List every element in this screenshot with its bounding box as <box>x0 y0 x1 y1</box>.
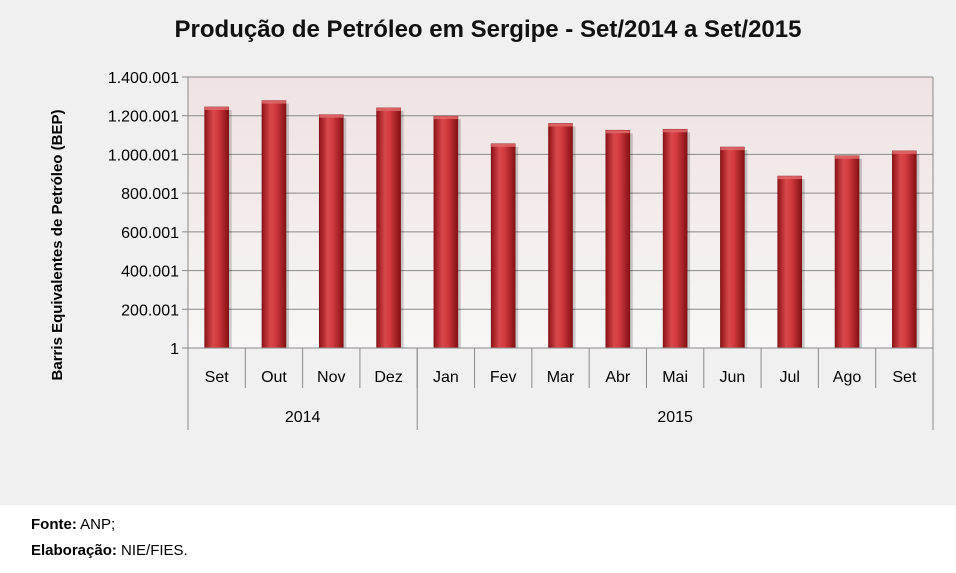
bar <box>892 150 917 349</box>
elaboration-value: NIE/FIES. <box>121 542 188 559</box>
y-tick-label: 1.000.001 <box>108 147 179 164</box>
bar-group <box>834 155 863 349</box>
group-label: 2015 <box>657 409 693 426</box>
y-tick-label: 800.001 <box>121 186 179 203</box>
x-tick-label: Abr <box>605 369 631 386</box>
bar-group <box>318 114 347 349</box>
bar-top-highlight <box>777 176 802 180</box>
bar <box>261 100 287 349</box>
chart-title: Produção de Petróleo em Sergipe - Set/20… <box>174 16 802 43</box>
y-tick-label: 1.200.001 <box>108 109 179 126</box>
y-tick-label: 200.001 <box>121 302 179 319</box>
bar-group <box>433 115 461 349</box>
x-tick-label: Mai <box>662 369 688 386</box>
bar-top-highlight <box>319 114 344 118</box>
bar-group <box>261 100 289 349</box>
footer: Fonte: ANP; Elaboração: NIE/FIES. <box>31 512 188 564</box>
bar <box>605 129 631 349</box>
group-label: 2014 <box>285 409 321 426</box>
x-tick-label: Fev <box>490 369 517 386</box>
bar <box>204 106 229 349</box>
y-tick-label: 1.400.001 <box>108 70 179 87</box>
source-label: Fonte: <box>31 516 77 533</box>
bar-top-highlight <box>605 130 630 134</box>
x-tick-label: Jun <box>720 369 746 386</box>
bar-top-highlight <box>491 143 516 147</box>
bar-top-highlight <box>548 123 573 127</box>
x-tick-label: Set <box>205 369 230 386</box>
bar-top-highlight <box>835 155 860 159</box>
x-tick-label: Mar <box>547 369 575 386</box>
x-tick-label: Out <box>261 369 287 386</box>
x-tick-label: Nov <box>317 369 345 386</box>
bar-top-highlight <box>663 129 688 133</box>
bar-chart: 1 200.001 400.001 600.001 800.001 1.000.001 1.… <box>49 70 934 430</box>
bar-group <box>204 106 232 349</box>
elaboration-label: Elaboração: <box>31 542 117 559</box>
bar <box>834 155 860 349</box>
bar <box>777 175 803 349</box>
y-tick-label: 400.001 <box>121 264 179 281</box>
elaboration-line: Elaboração: NIE/FIES. <box>31 538 188 564</box>
x-tick-label: Jul <box>780 369 800 386</box>
bar <box>433 115 459 349</box>
bar-group <box>548 123 576 349</box>
bar-top-highlight <box>376 107 401 111</box>
bar-top-highlight <box>892 150 917 154</box>
x-tick-label: Dez <box>374 369 402 386</box>
bar-group <box>892 150 920 349</box>
bar-top-highlight <box>720 147 745 151</box>
bar-group <box>777 175 805 349</box>
source-line: Fonte: ANP; <box>31 512 188 538</box>
y-axis-label: Barris Equivalentes de Petróleo (BEP) <box>49 110 66 381</box>
y-tick-label: 1 <box>170 341 179 358</box>
bar <box>720 146 745 349</box>
x-tick-label: Ago <box>833 369 862 386</box>
bar <box>548 123 573 349</box>
source-value: ANP; <box>80 516 116 533</box>
bar-top-highlight <box>433 116 458 120</box>
bar-group <box>720 146 748 349</box>
bar-top-highlight <box>261 100 286 104</box>
bar <box>662 128 688 349</box>
bar-group <box>605 129 633 349</box>
x-tick-label: Set <box>892 369 917 386</box>
x-tick-label: Jan <box>433 369 459 386</box>
chart-panel: 1 200.001 400.001 600.001 800.001 1.000.001 1.… <box>0 0 956 505</box>
bar-group <box>490 143 519 349</box>
bar-group <box>662 128 691 349</box>
y-tick-label: 600.001 <box>121 225 179 242</box>
bar <box>490 143 516 349</box>
bar <box>376 107 401 349</box>
bar-group <box>376 107 404 349</box>
bar-top-highlight <box>204 107 229 111</box>
bar <box>318 114 344 349</box>
